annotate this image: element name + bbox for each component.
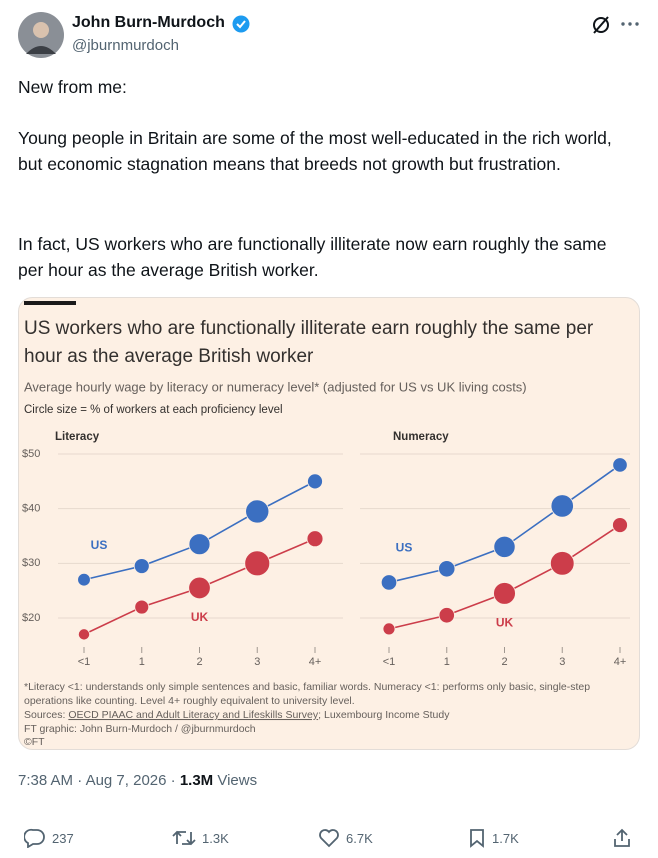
bubble xyxy=(245,499,270,524)
sources: Sources: OECD PIAAC and Adult Literacy a… xyxy=(24,709,450,721)
tweet-text: In fact, US workers who are functionally… xyxy=(18,234,607,280)
time[interactable]: 7:38 AM xyxy=(18,772,74,789)
verified-badge xyxy=(232,15,250,33)
x-tick-label: <1 xyxy=(383,656,396,668)
bubble xyxy=(550,494,574,518)
series-label: US xyxy=(396,541,413,555)
bubble xyxy=(244,550,271,577)
x-tick-label: 4+ xyxy=(309,656,322,668)
more-icon[interactable] xyxy=(620,18,640,30)
bubble xyxy=(188,533,211,556)
panel-title: Numeracy xyxy=(393,431,449,443)
series-label: US xyxy=(91,538,108,552)
chart-title: hour as the average British worker xyxy=(24,346,314,367)
like-icon xyxy=(319,829,339,848)
bubble xyxy=(133,558,150,574)
timestamp: 7:38 AM · Aug 7, 2026 · 1.3M Views xyxy=(18,772,258,789)
sources-link[interactable]: OECD PIAAC and Adult Literacy and Lifesk… xyxy=(68,709,319,721)
y-tick-label: $50 xyxy=(22,448,40,460)
bookmark-button[interactable]: 1.7K xyxy=(468,828,519,848)
chart-subtitle: Average hourly wage by literacy or numer… xyxy=(24,379,527,394)
x-tick-label: 3 xyxy=(559,656,565,668)
copyright: ©FT xyxy=(24,736,45,748)
bubble xyxy=(78,628,90,641)
chart-title: US workers who are functionally illitera… xyxy=(24,318,594,339)
tweet-text: Young people in Britain are some of the … xyxy=(18,128,612,174)
bubble xyxy=(188,576,211,600)
date[interactable]: Aug 7, 2026 xyxy=(85,772,167,789)
bubble xyxy=(549,551,575,576)
bookmark-icon xyxy=(470,829,484,848)
repost-icon xyxy=(172,830,196,846)
avatar[interactable] xyxy=(18,12,64,58)
series-label: UK xyxy=(191,610,209,624)
bubble xyxy=(438,607,455,624)
reply-icon xyxy=(24,828,45,848)
repost-button[interactable]: 1.3K xyxy=(172,828,229,848)
bubble xyxy=(493,535,516,558)
grok-icon[interactable] xyxy=(590,14,612,36)
panel-title: Literacy xyxy=(55,431,100,443)
bubble xyxy=(382,622,396,636)
bubble xyxy=(380,574,398,591)
author-handle[interactable]: @jburnmurdoch xyxy=(72,37,179,54)
series-label: UK xyxy=(496,616,514,630)
bookmark-count: 1.7K xyxy=(492,830,519,846)
x-tick-label: <1 xyxy=(78,656,91,668)
bubble xyxy=(612,517,628,533)
views-label: Views xyxy=(217,772,258,789)
bubble xyxy=(134,599,150,615)
bubble xyxy=(77,572,91,587)
bubble xyxy=(306,530,324,548)
bubble xyxy=(307,473,323,490)
chart-note: Circle size = % of workers at each profi… xyxy=(24,404,283,416)
footnote: *Literacy <1: understands only simple se… xyxy=(24,681,590,693)
tweet-text: New from me: xyxy=(18,77,127,97)
x-tick-label: 1 xyxy=(139,656,145,668)
x-tick-label: 1 xyxy=(444,656,450,668)
sources-prefix: Sources: xyxy=(24,709,68,721)
x-tick-label: 2 xyxy=(501,656,507,668)
x-tick-label: 3 xyxy=(254,656,260,668)
bubble xyxy=(438,560,456,578)
repost-count: 1.3K xyxy=(202,830,229,846)
bubble xyxy=(493,582,516,605)
bubble xyxy=(612,457,628,473)
reply-count: 237 xyxy=(52,830,74,846)
y-tick-label: $20 xyxy=(22,612,40,624)
y-tick-label: $30 xyxy=(22,557,40,569)
graphic-credit: FT graphic: John Burn-Murdoch / @jburnmu… xyxy=(24,723,256,735)
footnote: operations like counting. Level 4+ rough… xyxy=(24,695,355,707)
like-count: 6.7K xyxy=(346,830,373,846)
x-tick-label: 2 xyxy=(196,656,202,668)
y-tick-label: $40 xyxy=(22,503,40,515)
x-tick-label: 4+ xyxy=(614,656,627,668)
chart-card[interactable]: US workers who are functionally illitera… xyxy=(18,297,640,750)
views-count: 1.3M xyxy=(179,772,214,789)
like-button[interactable]: 6.7K xyxy=(318,828,373,848)
sources-suffix: ; Luxembourg Income Study xyxy=(318,709,450,721)
author-name[interactable]: John Burn-Murdoch xyxy=(72,14,225,31)
reply-button[interactable]: 237 xyxy=(24,828,74,848)
share-icon[interactable] xyxy=(612,828,632,848)
